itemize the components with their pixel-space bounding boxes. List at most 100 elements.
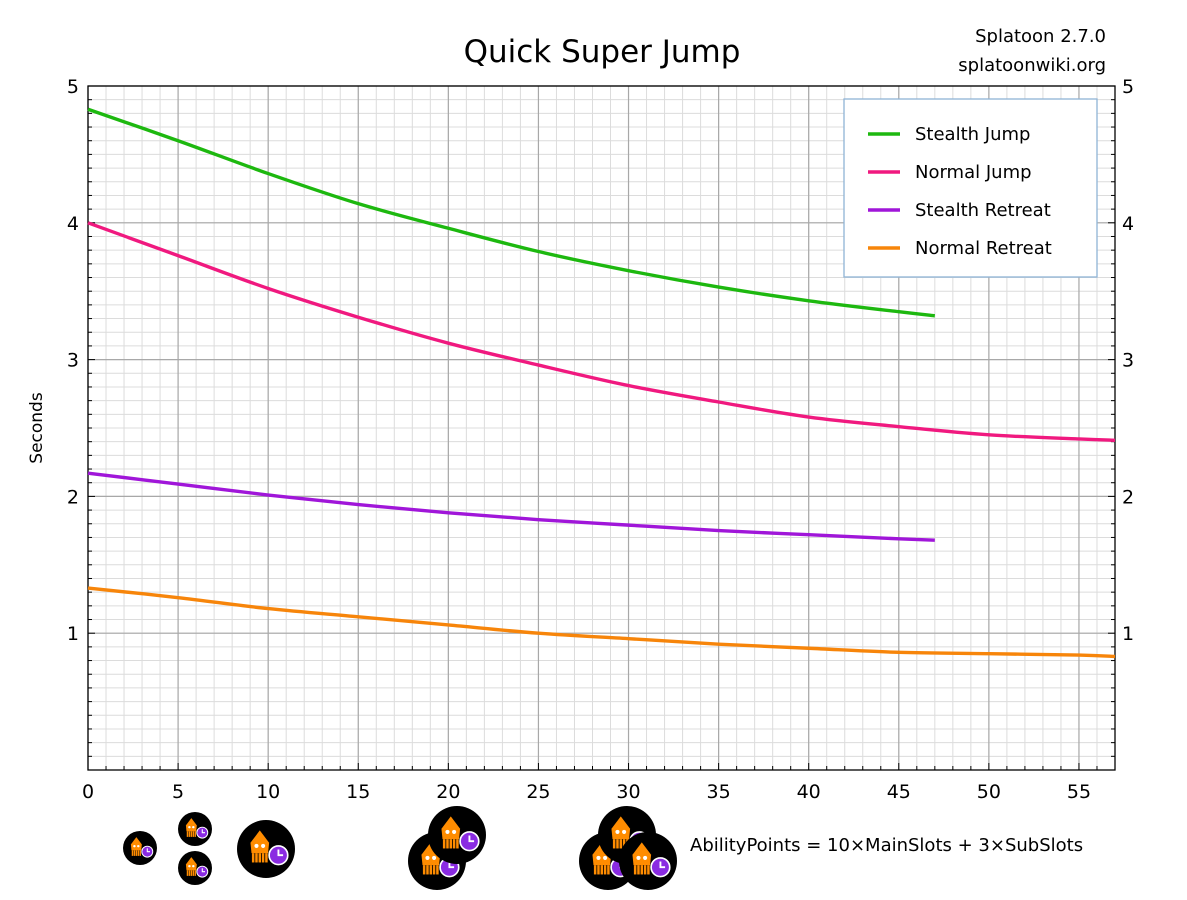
series-line-stealth-retreat [87, 471, 935, 542]
legend-label-stealth-retreat: Stealth Retreat [915, 200, 1051, 221]
x-tick-label: 35 [707, 781, 731, 803]
squid-tentacle [593, 865, 597, 875]
squid-tentacle [188, 831, 191, 837]
clock-hands [146, 848, 151, 853]
x-axis-tick-labels: 0 5 10 15 20 25 30 35 40 45 50 55 [82, 781, 1091, 803]
y-axis-label: Seconds [27, 392, 47, 464]
squid-tentacle [616, 839, 619, 849]
squid-tentacle [633, 865, 637, 875]
y-tick-label-right: 2 [1122, 486, 1134, 508]
squid-tentacle [190, 870, 193, 876]
y-tick-label-right: 3 [1122, 350, 1134, 372]
x-tick-label: 50 [977, 781, 1001, 803]
squid-eye [596, 855, 601, 860]
x-tick-label: 40 [797, 781, 821, 803]
squid-tentacle [133, 850, 136, 856]
clock-hands [468, 835, 475, 843]
squid-tentacle [192, 831, 195, 837]
series-line-normal-retreat [87, 586, 1116, 659]
squid-eye [261, 843, 266, 848]
squid-tentacle [194, 831, 196, 837]
clock-hands [448, 861, 455, 869]
squid-tentacle [597, 865, 600, 875]
legend-label-stealth-jump: Stealth Jump [915, 124, 1030, 145]
squid-eye [192, 825, 195, 829]
squid-tentacle [251, 853, 255, 863]
legend-label-normal-jump: Normal Jump [915, 162, 1032, 183]
squid-with-clock-icon [178, 851, 212, 885]
squid-eye [188, 825, 191, 829]
squid-tentacle [139, 850, 141, 856]
y-tick-label-right: 1 [1122, 623, 1134, 645]
x-tick-label: 25 [526, 781, 550, 803]
squid-tentacle [137, 850, 140, 856]
squid-tentacle [186, 870, 189, 876]
axis-ticks [87, 85, 1116, 771]
squid-with-clock-icon [123, 831, 157, 865]
squid-tentacle [258, 853, 262, 863]
squid-tentacle [255, 853, 258, 863]
x-tick-label: 5 [172, 781, 184, 803]
y-tick-label-left: 3 [67, 350, 79, 372]
squid-tentacle [446, 839, 449, 849]
squid-tentacle [607, 865, 610, 875]
squid-tentacle [619, 839, 623, 849]
source-site: splatoonwiki.org [958, 55, 1106, 76]
clock-hands [659, 861, 666, 869]
squid-tentacle [422, 865, 426, 875]
x-tick-label: 0 [82, 781, 94, 803]
squid-tentacle [442, 839, 446, 849]
legend-label-normal-retreat: Normal Retreat [915, 238, 1052, 259]
y-axis-tick-labels-right: 1 2 3 4 5 [1122, 76, 1134, 645]
y-axis-tick-labels-left: 1 2 3 4 5 [67, 76, 79, 645]
game-version: Splatoon 2.7.0 [975, 26, 1106, 47]
y-tick-label-left: 2 [67, 486, 79, 508]
squid-tentacle [637, 865, 640, 875]
squid-tentacle [194, 870, 196, 876]
squid-eye [254, 843, 259, 848]
squid-tentacle [188, 870, 191, 876]
x-tick-label: 10 [256, 781, 280, 803]
squid-eye [188, 864, 191, 868]
squid-eye [452, 829, 457, 834]
squid-eye [643, 855, 648, 860]
slot-badges [123, 806, 677, 890]
legend-items: Stealth Jump Normal Jump Stealth Retreat No… [868, 124, 1052, 259]
squid-tentacle [190, 831, 193, 837]
squid-tentacle [265, 853, 268, 863]
x-tick-label: 30 [616, 781, 640, 803]
squid-tentacle [436, 865, 439, 875]
squid-tentacle [640, 865, 644, 875]
ability-points-formula: AbilityPoints = 10×MainSlots + 3×SubSlot… [690, 835, 1083, 856]
clock-hands [201, 868, 206, 873]
squid-eye [445, 829, 450, 834]
squid-tentacle [600, 865, 604, 875]
squid-tentacle [612, 839, 616, 849]
series-line-stealth-jump [87, 107, 936, 318]
y-tick-label-left: 4 [67, 213, 79, 235]
squid-tentacle [643, 865, 647, 875]
squid-eye [622, 829, 627, 834]
squid-tentacle [426, 865, 429, 875]
squid-eye [432, 855, 437, 860]
squid-eye [615, 829, 620, 834]
x-tick-label: 55 [1067, 781, 1091, 803]
squid-eye [636, 855, 641, 860]
squid-eye [192, 864, 195, 868]
squid-tentacle [449, 839, 453, 849]
clock-hands [201, 829, 206, 834]
squid-with-clock-icon [237, 820, 295, 878]
squid-tentacle [192, 870, 195, 876]
squid-tentacle [429, 865, 433, 875]
squid-tentacle [186, 831, 189, 837]
squid-tentacle [452, 839, 456, 849]
squid-eye [425, 855, 430, 860]
squid-with-clock-icon [428, 806, 486, 864]
squid-eye [603, 855, 608, 860]
x-tick-label: 15 [346, 781, 370, 803]
squid-with-clock-icon [178, 812, 212, 846]
y-tick-label-left: 1 [67, 623, 79, 645]
clock-hands [277, 849, 284, 857]
squid-tentacle [131, 850, 134, 856]
series-line-normal-jump [87, 221, 1116, 443]
